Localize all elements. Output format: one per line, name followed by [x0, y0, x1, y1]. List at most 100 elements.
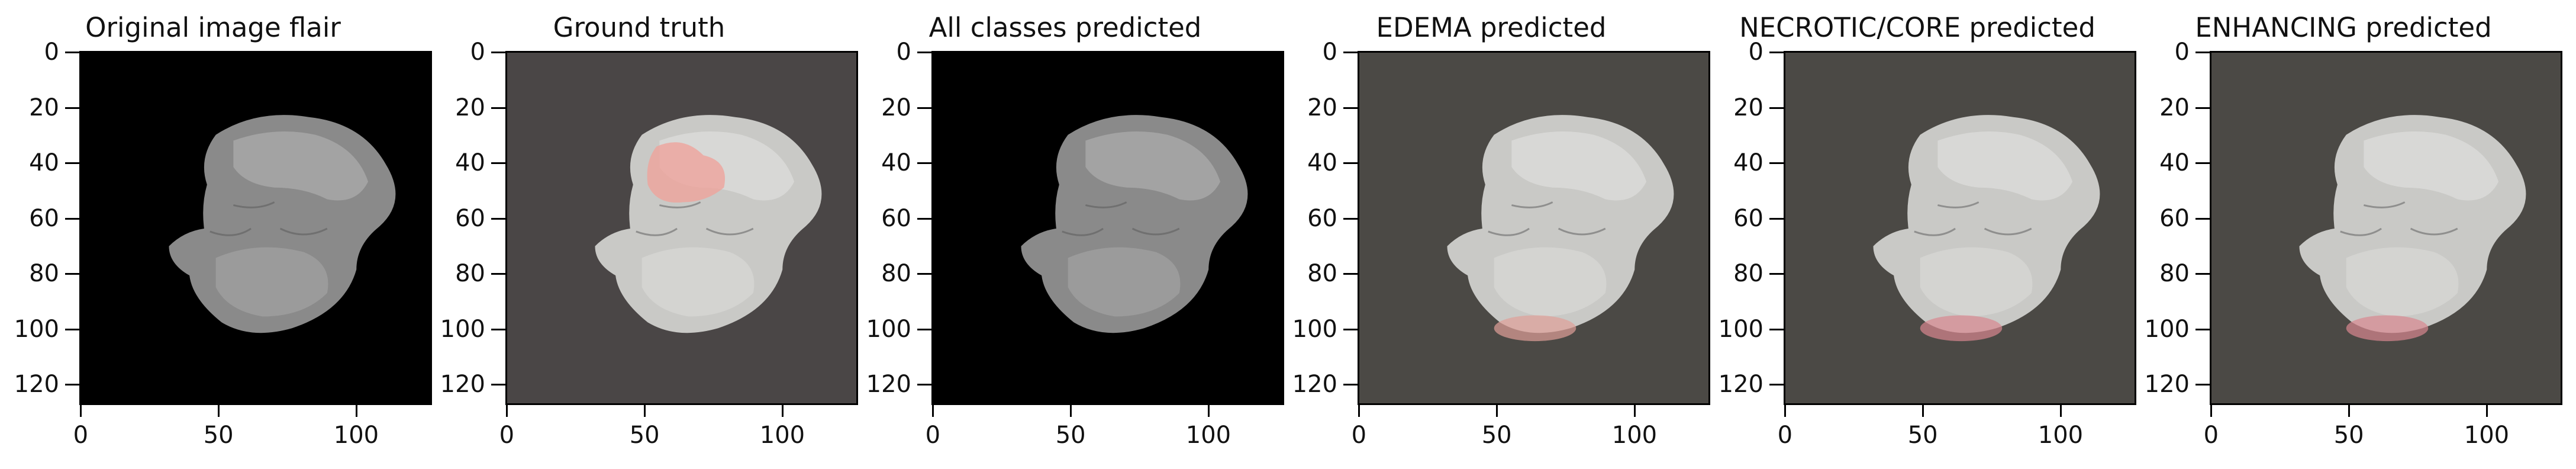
x-tick — [2485, 405, 2488, 417]
y-tick-label: 60 — [881, 204, 911, 232]
y-tick — [1343, 328, 1358, 330]
image-panel: Original image flair 0 20 40 60 80 100 120 0 50 1… — [0, 0, 432, 469]
image-axes — [1784, 51, 2136, 405]
panel-title: EDEMA predicted — [1376, 12, 1607, 43]
image-axes — [505, 51, 858, 405]
y-tick-label: 120 — [2144, 370, 2190, 398]
x-tick-label: 0 — [499, 422, 515, 449]
y-tick — [917, 273, 931, 275]
y-tick — [917, 162, 931, 165]
y-tick — [1769, 273, 1784, 275]
x-tick — [932, 405, 934, 417]
image-axes — [79, 51, 432, 405]
y-tick-label: 120 — [866, 370, 911, 398]
x-tick-label: 50 — [1481, 422, 1512, 449]
y-tick-label: 60 — [455, 204, 485, 232]
image-axes — [931, 51, 1284, 405]
y-tick — [2195, 273, 2210, 275]
x-tick — [506, 405, 508, 417]
x-tick-label: 0 — [925, 422, 941, 449]
prediction-mask — [1494, 315, 1576, 342]
y-tick-label: 60 — [2159, 204, 2190, 232]
x-tick-label: 100 — [1611, 422, 1658, 449]
x-tick — [218, 405, 220, 417]
y-tick — [491, 107, 505, 109]
y-tick — [65, 52, 79, 54]
prediction-mask — [2346, 315, 2429, 342]
y-tick-label: 80 — [455, 260, 485, 288]
x-tick-label: 50 — [1907, 422, 1938, 449]
y-tick — [917, 217, 931, 220]
image-panel: EDEMA predicted 0 20 40 60 80 100 120 0 50 100 — [1278, 0, 1710, 469]
x-tick-label: 0 — [1351, 422, 1367, 449]
x-tick-label: 100 — [759, 422, 805, 449]
image-panel: Ground truth 0 20 40 60 80 100 120 0 50 100 — [426, 0, 858, 469]
y-tick-label: 60 — [29, 204, 59, 232]
y-tick — [1343, 52, 1358, 54]
y-tick — [2195, 217, 2210, 220]
y-tick-label: 120 — [440, 370, 485, 398]
y-tick — [1343, 217, 1358, 220]
y-tick — [65, 328, 79, 330]
x-tick — [1496, 405, 1498, 417]
y-tick — [65, 383, 79, 386]
tumor-mask — [647, 142, 726, 203]
y-tick — [1769, 383, 1784, 386]
x-tick-label: 100 — [1185, 422, 1231, 449]
y-tick-label: 60 — [1733, 204, 1763, 232]
y-tick — [917, 383, 931, 386]
panel-title: NECROTIC/CORE predicted — [1739, 12, 2095, 43]
y-tick-label: 40 — [2159, 149, 2190, 177]
y-tick-label: 40 — [455, 149, 485, 177]
y-tick — [491, 273, 505, 275]
x-tick — [1922, 405, 1924, 417]
x-tick — [2348, 405, 2351, 417]
y-tick-label: 20 — [881, 94, 911, 121]
y-tick-label: 20 — [1307, 94, 1337, 121]
y-tick — [2195, 162, 2210, 165]
x-tick — [781, 405, 784, 417]
x-tick-label: 50 — [2333, 422, 2364, 449]
y-tick-label: 80 — [29, 260, 59, 288]
x-tick — [1207, 405, 1210, 417]
x-tick — [1358, 405, 1360, 417]
y-tick — [1343, 273, 1358, 275]
y-tick — [491, 217, 505, 220]
x-tick — [2059, 405, 2062, 417]
y-tick — [2195, 52, 2210, 54]
image-panel: NECROTIC/CORE predicted 0 20 40 60 80 100 120 0… — [1704, 0, 2136, 469]
y-tick — [491, 162, 505, 165]
image-panel: ENHANCING predicted 0 20 40 60 80 100 120 0 50 10… — [2130, 0, 2562, 469]
y-tick-label: 80 — [881, 260, 911, 288]
y-tick-label: 60 — [1307, 204, 1337, 232]
x-tick — [1784, 405, 1787, 417]
y-tick — [65, 273, 79, 275]
y-tick — [2195, 383, 2210, 386]
x-tick — [355, 405, 357, 417]
x-tick-label: 100 — [2464, 422, 2510, 449]
y-tick-label: 20 — [2159, 94, 2190, 121]
x-tick — [2210, 405, 2213, 417]
image-axes — [2210, 51, 2562, 405]
panel-title: Original image flair — [85, 12, 341, 43]
y-tick — [917, 328, 931, 330]
y-tick-label: 80 — [2159, 260, 2190, 288]
x-tick-label: 50 — [629, 422, 660, 449]
x-tick — [80, 405, 82, 417]
x-tick-label: 0 — [1777, 422, 1793, 449]
y-tick-label: 40 — [1733, 149, 1763, 177]
y-tick — [917, 107, 931, 109]
y-tick — [491, 328, 505, 330]
y-tick-label: 80 — [1733, 260, 1763, 288]
y-tick-label: 20 — [1733, 94, 1763, 121]
x-tick — [644, 405, 646, 417]
y-tick — [2195, 328, 2210, 330]
y-tick-label: 100 — [1718, 315, 1763, 343]
y-tick-label: 20 — [455, 94, 485, 121]
image-panel: All classes predicted 0 20 40 60 80 100 120 0 50… — [852, 0, 1284, 469]
y-tick — [1769, 162, 1784, 165]
y-tick — [917, 52, 931, 54]
y-tick — [1343, 383, 1358, 386]
prediction-mask — [1920, 315, 2003, 342]
y-tick-label: 0 — [1748, 38, 1763, 66]
